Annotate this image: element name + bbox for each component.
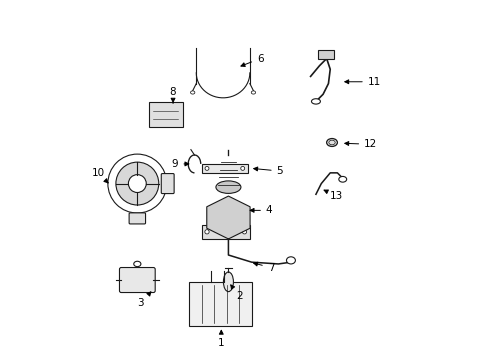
Polygon shape [206, 196, 249, 239]
Text: 13: 13 [324, 190, 343, 201]
Ellipse shape [223, 272, 233, 292]
Ellipse shape [326, 139, 337, 147]
Text: 2: 2 [230, 285, 242, 301]
Text: 1: 1 [218, 330, 224, 347]
Ellipse shape [311, 99, 320, 104]
Ellipse shape [190, 91, 194, 94]
Text: 12: 12 [344, 139, 377, 149]
Ellipse shape [328, 140, 335, 145]
Text: 3: 3 [137, 292, 151, 308]
Ellipse shape [216, 181, 241, 193]
Ellipse shape [204, 230, 209, 234]
Ellipse shape [286, 257, 295, 264]
Ellipse shape [204, 166, 208, 170]
Ellipse shape [108, 154, 166, 213]
Bar [189, 282, 251, 327]
Text: 10: 10 [91, 168, 108, 183]
Ellipse shape [338, 176, 346, 182]
Ellipse shape [128, 175, 146, 193]
Text: 11: 11 [344, 77, 380, 87]
Text: 4: 4 [250, 205, 272, 215]
FancyBboxPatch shape [149, 103, 183, 127]
Text: 9: 9 [171, 159, 188, 169]
Ellipse shape [251, 91, 255, 94]
Ellipse shape [242, 230, 246, 234]
Text: 7: 7 [253, 262, 274, 273]
Ellipse shape [240, 166, 244, 170]
Ellipse shape [134, 261, 141, 267]
FancyBboxPatch shape [317, 50, 333, 59]
FancyBboxPatch shape [201, 225, 249, 239]
FancyBboxPatch shape [161, 174, 174, 194]
FancyBboxPatch shape [129, 213, 145, 224]
Text: 8: 8 [169, 87, 176, 103]
Ellipse shape [116, 162, 159, 205]
FancyBboxPatch shape [119, 267, 155, 293]
Text: 6: 6 [241, 54, 263, 67]
Text: 5: 5 [253, 166, 283, 176]
FancyBboxPatch shape [201, 164, 247, 173]
